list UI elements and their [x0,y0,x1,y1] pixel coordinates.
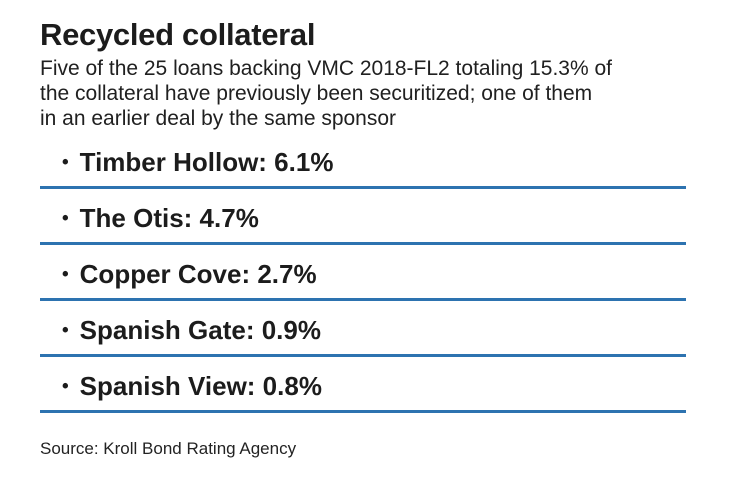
list-item-label: The Otis: 4.7% [79,202,259,233]
list-item-label: Copper Cove: 2.7% [79,258,317,289]
list-item: • Spanish Gate: 0.9% [40,301,686,357]
list-item: • Spanish View: 0.8% [40,357,686,413]
bullet-icon: • [62,207,69,229]
list-item: • The Otis: 4.7% [40,189,686,245]
subtitle-line: Five of the 25 loans backing VMC 2018-FL… [40,57,613,80]
list-item-label: Timber Hollow: 6.1% [79,146,334,177]
source-attribution: Source: Kroll Bond Rating Agency [40,439,297,458]
list-item: • Copper Cove: 2.7% [40,245,686,301]
subtitle: Five of the 25 loans backing VMC 2018-FL… [40,56,686,131]
list-item-label: Spanish View: 0.8% [79,370,322,401]
bullet-icon: • [62,151,69,173]
list-item: • Timber Hollow: 6.1% [40,133,686,189]
bullet-icon: • [62,319,69,341]
bullet-icon: • [62,375,69,397]
subtitle-line: in an earlier deal by the same sponsor [40,107,397,130]
list-item-label: Spanish Gate: 0.9% [79,314,321,345]
page-title: Recycled collateral [40,17,316,52]
loan-list: • Timber Hollow: 6.1% • The Otis: 4.7% •… [40,133,686,413]
bullet-icon: • [62,263,69,285]
subtitle-line: the collateral have previously been secu… [40,82,593,105]
